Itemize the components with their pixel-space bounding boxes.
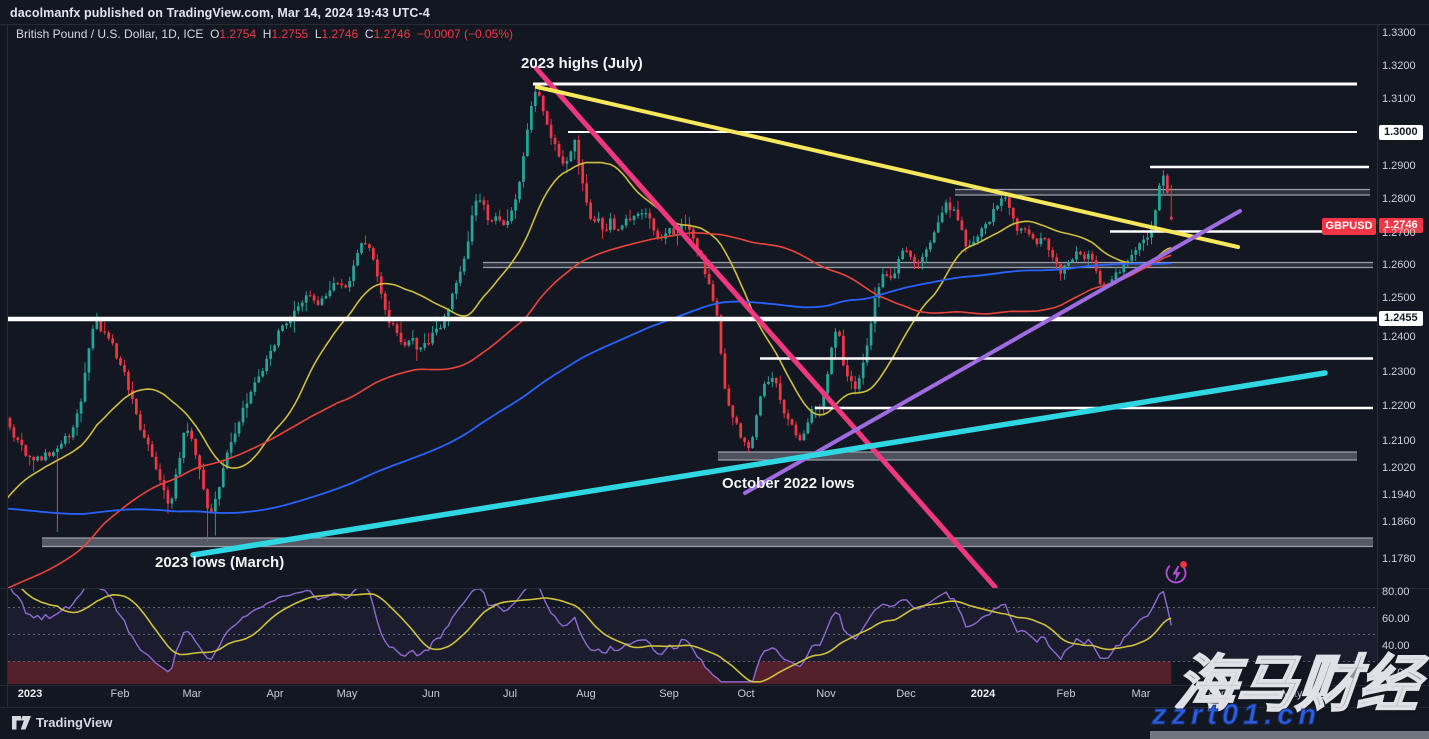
legend-span: 1.2755	[271, 27, 315, 41]
time-axis-label: Dec	[896, 688, 916, 700]
price-axis-label: 1.2700	[1382, 227, 1416, 239]
legend-span: 1.2754	[219, 27, 263, 41]
rsi-line	[10, 589, 1172, 683]
symbol-price-flag: GBPUSD	[1322, 218, 1376, 235]
time-axis-label: May	[1281, 688, 1303, 700]
legend-span: C	[364, 27, 374, 41]
time-axis-label: Feb	[1056, 688, 1076, 700]
rsi-ma-line	[20, 589, 1172, 683]
time-axis-label: 2024	[970, 688, 996, 700]
rsi-pane	[8, 589, 1377, 684]
price-axis-label: 1.3000	[1379, 125, 1423, 140]
legend-span: −0.0007 (−0.05%)	[416, 27, 514, 41]
rising-support-purple	[743, 209, 1242, 495]
symbol-legend[interactable]: British Pound / U.S. Dollar, 1D, ICE O1.…	[16, 27, 513, 41]
time-axis-label: Apr	[1207, 688, 1225, 700]
lightning-publish-icon[interactable]	[1163, 559, 1191, 587]
price-axis-label: 1.1860	[1382, 516, 1416, 528]
pane-borders	[0, 24, 1429, 708]
footer-bar: TradingView	[0, 707, 1429, 739]
support-resistance-zones	[42, 188, 1373, 548]
price-axis-label: 1.2900	[1382, 160, 1416, 172]
legend-span: L	[314, 27, 322, 41]
price-axis-label: 1.2500	[1382, 292, 1416, 304]
sma-slow-blue-line	[8, 262, 1172, 515]
price-axis-label: 1.2400	[1382, 331, 1416, 343]
rsi-axis-label: 80.00	[1382, 586, 1410, 598]
time-axis-label: Jul	[502, 688, 518, 700]
time-axis-label: Aug	[576, 688, 596, 700]
price-axis-label: 1.2100	[1382, 435, 1416, 447]
last-price-axis-label: 1.2746	[1379, 218, 1423, 233]
long-term-uptrend-cyan	[190, 370, 1328, 558]
zone-1.2600	[483, 262, 1373, 268]
legend-span: 1.2746	[373, 27, 417, 41]
annotation-october-2022-lows: October 2022 lows	[722, 475, 855, 492]
time-axis-label: Sep	[659, 688, 679, 700]
lightning-bolt-glyph	[1172, 566, 1181, 582]
published-byline: dacolmanfx published on TradingView.com,…	[10, 6, 430, 20]
price-axis-label: 1.2600	[1382, 259, 1416, 271]
zone-2023-lows	[42, 538, 1373, 547]
time-axis-label: Feb	[110, 688, 130, 700]
price-axis-label: 1.2800	[1382, 193, 1416, 205]
legend-span: British Pound / U.S. Dollar, 1D, ICE	[16, 27, 211, 41]
steep-downtrend-from-july-high	[533, 65, 998, 588]
horizontal-levels	[8, 82, 1377, 410]
legend-span: H	[262, 27, 272, 41]
price-axis-label: 1.2455	[1379, 311, 1423, 326]
legend-span: 1.2746	[321, 27, 365, 41]
legend-span: O	[210, 27, 220, 41]
watermark-url-text: zzrt01.cn	[1151, 699, 1322, 732]
time-axis-label: Mar	[1131, 688, 1151, 700]
main-pane	[8, 65, 1377, 588]
time-axis-label: 2023	[17, 688, 43, 700]
time-axis-label: Apr	[266, 688, 284, 700]
price-axis-label: 1.3100	[1382, 93, 1416, 105]
price-axis-label: 1.1940	[1382, 489, 1416, 501]
rsi-axis-label: 60.00	[1382, 613, 1410, 625]
rsi-axis-label: 20.00	[1382, 667, 1410, 679]
zone-october-2022-lows	[718, 452, 1357, 460]
time-axis-label: Oct	[737, 688, 755, 700]
zone-1.2800	[955, 189, 1370, 195]
rsi-oversold-fill	[8, 661, 1172, 684]
price-axis-label: 1.2200	[1382, 400, 1416, 412]
descending-resistance	[535, 85, 1240, 249]
time-axis-label: Jun	[422, 688, 440, 700]
trendlines[interactable]	[190, 65, 1328, 588]
tradingview-brand-text[interactable]: TradingView	[36, 715, 113, 730]
time-axis-label: Mar	[182, 688, 202, 700]
rsi-axis-label: 40.00	[1382, 640, 1410, 652]
price-axis-label: 1.1780	[1382, 553, 1416, 565]
sma-fast-yellow-line	[8, 161, 1172, 499]
time-axis-label: May	[336, 688, 358, 700]
price-axis-label: 1.3200	[1382, 60, 1416, 72]
sma-mid-red-line	[8, 232, 1172, 588]
candlestick-series	[8, 87, 1173, 542]
price-axis-label: 1.3300	[1382, 27, 1416, 39]
notification-dot	[1180, 561, 1187, 568]
tradingview-logo-icon[interactable]	[12, 716, 32, 730]
time-axis-label: Nov	[816, 688, 836, 700]
watermark-underline-bar	[1150, 731, 1429, 739]
price-axis-label: 1.2020	[1382, 462, 1416, 474]
annotation-2023-lows: 2023 lows (March)	[155, 554, 285, 571]
annotation-2023-highs: 2023 highs (July)	[521, 55, 643, 72]
price-axis-label: 1.2300	[1382, 366, 1416, 378]
